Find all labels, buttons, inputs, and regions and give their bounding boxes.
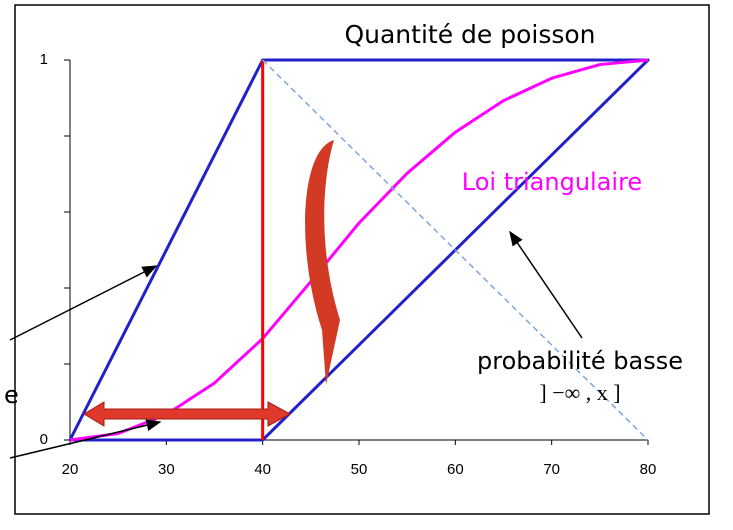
- x-tick-label: 70: [543, 461, 560, 478]
- annotation: e: [4, 381, 19, 409]
- x-tick-label: 40: [254, 461, 271, 478]
- annotation: probabilité basse: [477, 347, 683, 375]
- pointer-arrow: [509, 230, 583, 339]
- chart-title: Quantité de poisson: [344, 20, 595, 49]
- x-tick-label: 60: [447, 461, 464, 478]
- x-tick-label: 30: [158, 461, 175, 478]
- annotation: ] −∞ , x ]: [539, 380, 620, 405]
- y-tick-label: 1: [40, 51, 48, 68]
- x-tick-label: 80: [640, 461, 657, 478]
- series-label: Loi triangulaire: [462, 168, 642, 196]
- series-line: [262, 59, 649, 441]
- frame: [14, 4, 710, 515]
- pointer-arrow: [9, 419, 162, 459]
- y-tick-label: 0: [40, 431, 48, 448]
- x-tick-label: 50: [351, 461, 368, 478]
- curved-arrow: [305, 140, 340, 385]
- pointer-arrow: [9, 265, 158, 341]
- double-arrow: [83, 401, 292, 427]
- x-tick-label: 20: [62, 461, 79, 478]
